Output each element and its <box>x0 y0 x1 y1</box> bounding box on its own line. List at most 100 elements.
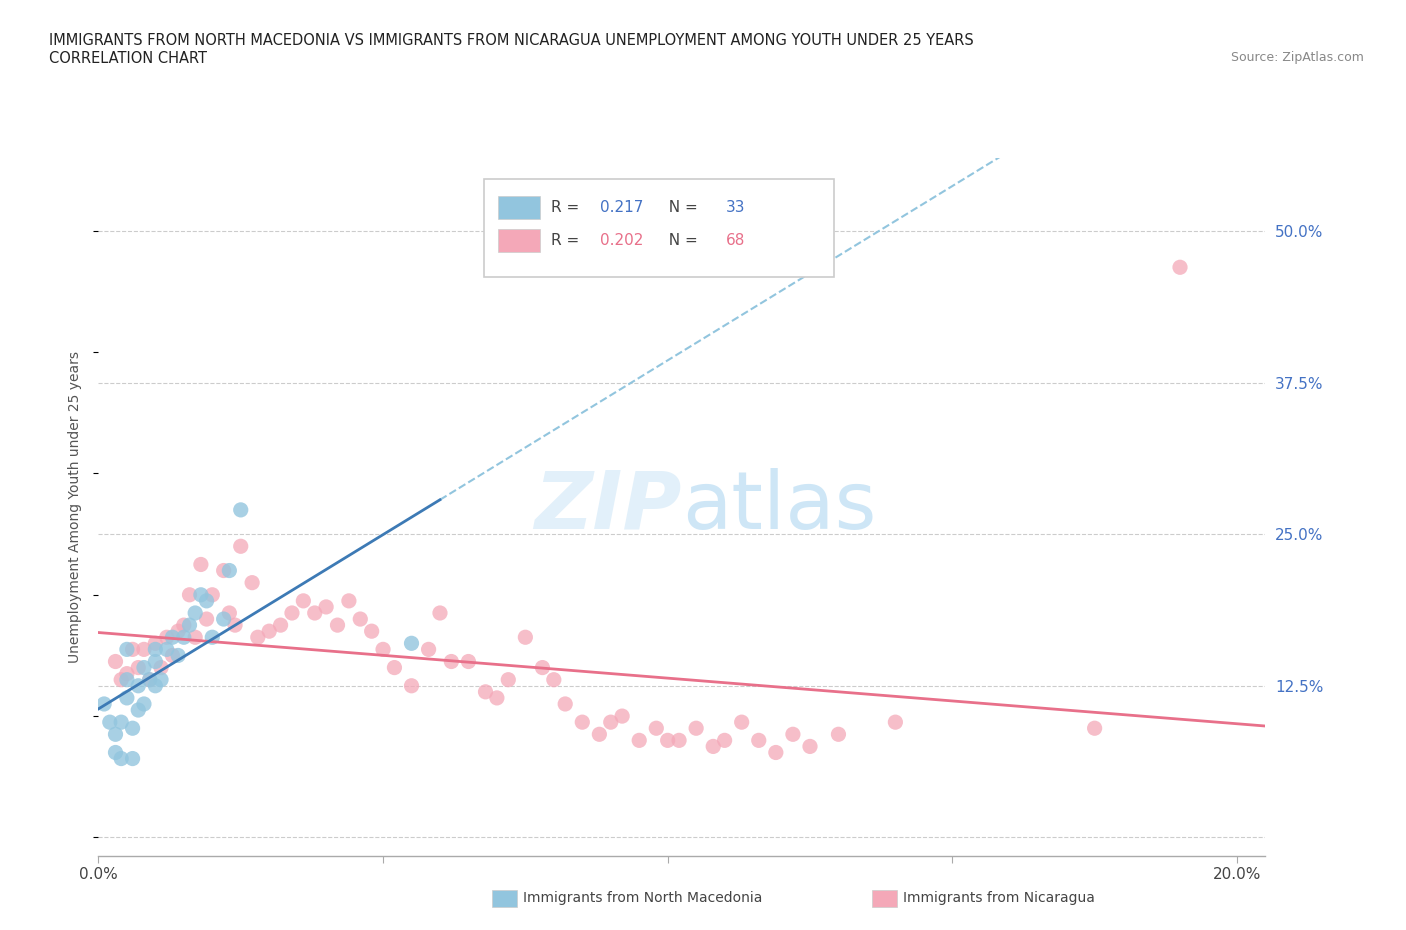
Point <box>162 648 184 663</box>
Point <box>115 642 138 657</box>
Point <box>127 702 149 717</box>
Point <box>543 672 565 687</box>
Text: ZIP: ZIP <box>534 468 682 546</box>
Point <box>218 563 240 578</box>
Point <box>167 624 190 639</box>
Point <box>179 618 201 632</box>
Point <box>127 660 149 675</box>
Point <box>143 642 166 657</box>
Point <box>554 697 576 711</box>
Point <box>138 672 160 687</box>
Point <box>218 605 240 620</box>
Point <box>349 612 371 627</box>
Point <box>110 672 132 687</box>
Point <box>156 642 179 657</box>
Text: N =: N = <box>658 200 702 215</box>
Point <box>304 605 326 620</box>
Point <box>292 593 315 608</box>
Point <box>195 593 218 608</box>
Point <box>229 502 252 517</box>
Point <box>571 715 593 730</box>
Point <box>173 630 195 644</box>
Point <box>360 624 382 639</box>
FancyBboxPatch shape <box>484 179 834 277</box>
Point <box>212 563 235 578</box>
Point <box>143 678 166 693</box>
Point <box>246 630 269 644</box>
Point <box>173 618 195 632</box>
Point <box>281 605 304 620</box>
Point <box>156 630 179 644</box>
Point <box>104 727 127 742</box>
Text: R =: R = <box>551 232 585 248</box>
Point <box>150 672 173 687</box>
Point <box>371 642 394 657</box>
Point <box>132 642 155 657</box>
Text: atlas: atlas <box>682 468 876 546</box>
Point <box>224 618 246 632</box>
Point <box>195 612 218 627</box>
Point <box>110 751 132 766</box>
Point <box>167 648 190 663</box>
Point <box>162 630 184 644</box>
Point <box>326 618 349 632</box>
Point <box>143 636 166 651</box>
Point <box>645 721 668 736</box>
Point <box>884 715 907 730</box>
Point <box>337 593 360 608</box>
Point <box>599 715 621 730</box>
Bar <box>498 230 540 252</box>
Point <box>257 624 280 639</box>
Point <box>110 715 132 730</box>
Point <box>498 672 520 687</box>
Text: IMMIGRANTS FROM NORTH MACEDONIA VS IMMIGRANTS FROM NICARAGUA UNEMPLOYMENT AMONG : IMMIGRANTS FROM NORTH MACEDONIA VS IMMIG… <box>49 33 974 47</box>
Point <box>229 538 252 553</box>
Point <box>184 630 207 644</box>
Point <box>121 642 143 657</box>
Point <box>104 745 127 760</box>
Point <box>657 733 679 748</box>
Bar <box>498 196 540 219</box>
Point <box>384 660 406 675</box>
Point <box>474 684 496 699</box>
Point <box>515 630 537 644</box>
Point <box>748 733 770 748</box>
Point <box>713 733 735 748</box>
Point <box>765 745 787 760</box>
Point <box>440 654 463 669</box>
Point <box>827 727 849 742</box>
Point <box>240 576 263 591</box>
Point <box>132 697 155 711</box>
Point <box>588 727 610 742</box>
Text: 0.217: 0.217 <box>600 200 644 215</box>
Point <box>190 588 212 603</box>
Point <box>782 727 804 742</box>
Point <box>401 678 423 693</box>
Text: 33: 33 <box>727 200 745 215</box>
Point <box>121 721 143 736</box>
Point <box>1168 259 1191 274</box>
Point <box>93 697 115 711</box>
Text: R =: R = <box>551 200 585 215</box>
Point <box>98 715 121 730</box>
Point <box>418 642 440 657</box>
Point <box>401 636 423 651</box>
Point <box>121 751 143 766</box>
Point <box>201 630 224 644</box>
Point <box>270 618 292 632</box>
Text: N =: N = <box>658 232 702 248</box>
Text: Immigrants from Nicaragua: Immigrants from Nicaragua <box>903 891 1094 906</box>
Point <box>212 612 235 627</box>
Point <box>115 666 138 681</box>
Point <box>115 690 138 705</box>
Text: Immigrants from North Macedonia: Immigrants from North Macedonia <box>523 891 762 906</box>
Point <box>685 721 707 736</box>
Point <box>104 654 127 669</box>
Point <box>531 660 554 675</box>
Y-axis label: Unemployment Among Youth under 25 years: Unemployment Among Youth under 25 years <box>69 351 83 663</box>
Point <box>115 672 138 687</box>
Text: 0.202: 0.202 <box>600 232 644 248</box>
Point <box>143 654 166 669</box>
Point <box>127 678 149 693</box>
Point <box>190 557 212 572</box>
